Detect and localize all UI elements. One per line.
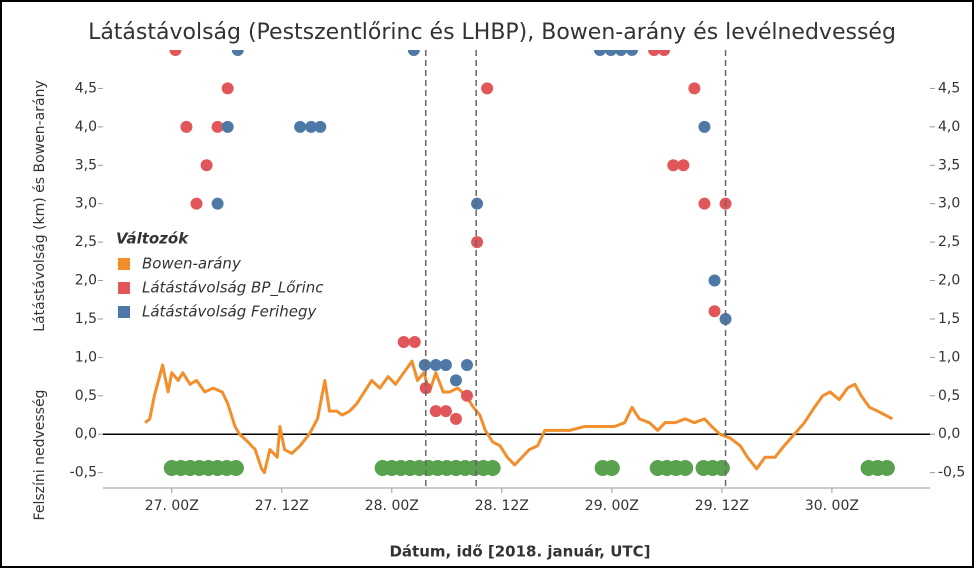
visibility-point	[397, 336, 410, 348]
x-tick-label: 28. 12Z	[475, 498, 529, 514]
visibility-point	[471, 197, 484, 210]
y-tick-label: 3,0	[75, 196, 97, 212]
visibility-point	[626, 50, 639, 56]
x-tick-label: 27. 12Z	[255, 498, 309, 514]
y-tick-label: 3,5	[75, 157, 97, 173]
visibility-point	[460, 389, 473, 402]
x-axis-label: Dátum, idő [2018. január, UTC]	[389, 543, 650, 561]
visibility-point	[593, 50, 606, 56]
visibility-point	[407, 50, 420, 56]
visibility-point	[481, 82, 494, 95]
y-tick-label: 4,0	[75, 119, 97, 135]
visibility-point	[419, 382, 432, 395]
legend: Változók Bowen-arány Látástávolság BP_Lőr…	[116, 230, 324, 321]
legend-label: Látástávolság Ferihegy	[142, 303, 317, 321]
visibility-point	[719, 312, 732, 325]
wetness-point	[227, 460, 244, 477]
visibility-point	[180, 120, 193, 133]
visibility-point	[221, 120, 234, 133]
y-axis-label: Látástávolság (km) és Bowen-arány	[32, 80, 48, 331]
visibility-point	[698, 120, 711, 133]
y2-tick-label: 2,0	[938, 273, 960, 289]
visibility-point	[688, 82, 701, 95]
x-tick-label: 29. 00Z	[585, 498, 639, 514]
y2-tick-label: 0,0	[938, 426, 960, 442]
visibility-point	[698, 197, 711, 210]
legend-label: Látástávolság BP_Lőrinc	[142, 279, 324, 298]
visibility-point	[200, 159, 213, 172]
visibility-point	[418, 359, 431, 372]
wetness-point	[713, 460, 730, 477]
visibility-point	[294, 120, 307, 133]
y2-tick-label: -0,5	[938, 465, 965, 481]
visibility-point	[429, 405, 442, 418]
wetness-axis-label: Felszíni nedvesség	[32, 390, 48, 521]
visibility-point	[460, 359, 473, 372]
x-tick-label: 29. 12Z	[695, 498, 749, 514]
y-tick-label: 2,0	[75, 273, 97, 289]
y2-tick-label: 3,5	[938, 157, 960, 173]
visibility-point	[604, 50, 617, 56]
visibility-point	[615, 50, 628, 56]
y2-tick-label: 4,0	[938, 119, 960, 135]
y-tick-label: 0,5	[75, 388, 97, 404]
legend-swatch	[118, 306, 130, 318]
visibility-point	[169, 50, 182, 56]
visibility-point	[708, 274, 721, 287]
legend-swatch	[118, 258, 130, 270]
visibility-point	[429, 359, 442, 372]
y-tick-label: 1,0	[75, 349, 97, 365]
visibility-point	[439, 359, 452, 372]
visibility-point	[190, 197, 203, 210]
x-tick-label: 30. 00Z	[805, 498, 859, 514]
wetness-point	[484, 460, 501, 477]
visibility-point	[677, 159, 690, 172]
y-tick-label: 1,5	[75, 311, 97, 327]
y2-tick-label: 1,5	[938, 311, 960, 327]
visibility-point	[211, 120, 224, 133]
legend-label: Bowen-arány	[142, 255, 242, 273]
x-tick-label: 27. 00Z	[145, 498, 199, 514]
visibility-point	[408, 336, 421, 348]
y2-tick-label: 0,5	[938, 388, 960, 404]
plot-area	[103, 50, 930, 477]
visibility-point	[449, 374, 462, 387]
visibility-point	[471, 236, 484, 249]
visibility-point	[211, 197, 224, 210]
y2-tick-label: 2,5	[938, 234, 960, 250]
legend-swatch	[118, 282, 130, 294]
visibility-point	[708, 305, 721, 318]
y-tick-label: 2,5	[75, 234, 97, 250]
wetness-point	[677, 460, 694, 477]
visibility-point	[658, 50, 671, 56]
visibility-point	[648, 50, 661, 56]
visibility-point	[314, 120, 327, 133]
y2-tick-label: 4,5	[938, 80, 960, 96]
chart-title: Látástávolság (Pestszentlőrinc és LHBP),…	[88, 20, 896, 45]
wetness-point	[878, 460, 895, 477]
legend-title: Változók	[116, 230, 189, 248]
y-tick-label: 4,5	[75, 80, 97, 96]
visibility-point	[449, 412, 462, 425]
x-tick-label: 28. 00Z	[365, 498, 419, 514]
y2-tick-label: 1,0	[938, 349, 960, 365]
visibility-point	[667, 159, 680, 172]
y-tick-label: 0,0	[75, 426, 97, 442]
visibility-point	[439, 405, 452, 418]
visibility-point	[305, 120, 318, 133]
visibility-point	[221, 82, 234, 95]
y-tick-label: -0,5	[70, 465, 97, 481]
visibility-point	[231, 50, 244, 56]
y2-tick-label: 3,0	[938, 196, 960, 212]
wetness-point	[603, 460, 620, 477]
